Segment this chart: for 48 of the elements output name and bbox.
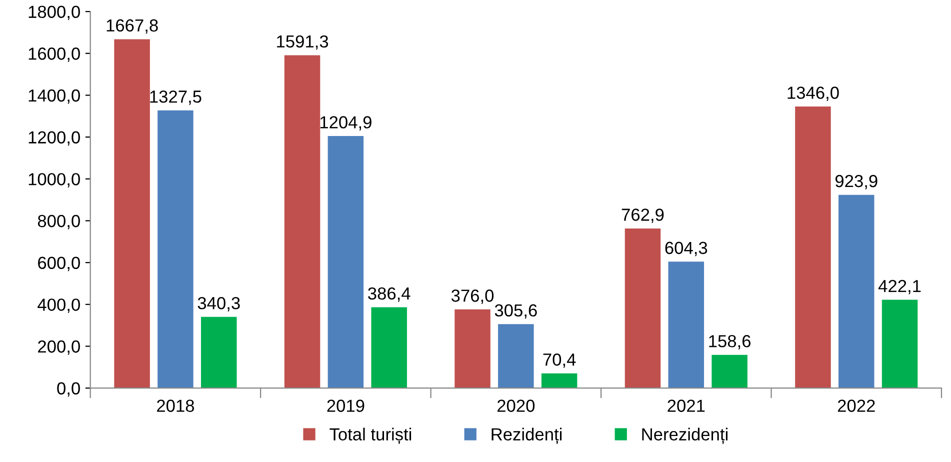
bar bbox=[541, 373, 578, 388]
bar bbox=[712, 354, 748, 388]
data-label: 386,4 bbox=[368, 287, 410, 302]
legend-label: Rezidenți bbox=[492, 428, 562, 444]
bar bbox=[498, 324, 534, 388]
y-tick-label: 0,0 bbox=[57, 382, 80, 397]
x-tick-label: 2022 bbox=[838, 400, 875, 412]
legend-label: Nerezidenți bbox=[642, 428, 728, 444]
y-tick-label: 1400,0 bbox=[28, 89, 80, 104]
data-label: 762,9 bbox=[622, 208, 664, 223]
x-tick-label: 2018 bbox=[157, 400, 194, 412]
data-label: 1346,0 bbox=[788, 86, 839, 101]
data-label: 422,1 bbox=[878, 280, 921, 294]
bar bbox=[158, 110, 194, 388]
y-tick-label: 200,0 bbox=[38, 340, 80, 355]
bar bbox=[668, 262, 704, 388]
data-label: 158,6 bbox=[709, 335, 751, 350]
data-label: 376,0 bbox=[451, 290, 494, 304]
y-tick-label: 1200,0 bbox=[28, 131, 80, 146]
bar bbox=[114, 39, 150, 388]
bar bbox=[328, 136, 364, 388]
y-tick-label: 600,0 bbox=[38, 256, 80, 272]
data-label: 340,3 bbox=[198, 297, 240, 312]
data-label: 1591,3 bbox=[277, 35, 328, 50]
bar bbox=[795, 106, 831, 388]
x-tick-label: 2020 bbox=[497, 400, 535, 412]
bar bbox=[200, 316, 237, 388]
bar bbox=[454, 309, 490, 388]
data-label: 305,6 bbox=[494, 304, 537, 319]
y-tick-label: 1000,0 bbox=[28, 173, 80, 188]
data-label: 1327,5 bbox=[150, 90, 202, 105]
y-tick-label: 1600,0 bbox=[28, 48, 80, 62]
y-tick-label: 1800,0 bbox=[28, 6, 80, 20]
data-label: 1204,9 bbox=[320, 116, 372, 130]
legend-label: Total turiști bbox=[330, 428, 412, 444]
y-tick-label: 400,0 bbox=[38, 298, 80, 313]
bar bbox=[624, 228, 661, 388]
data-label: 604,3 bbox=[665, 242, 708, 256]
data-label: 1667,8 bbox=[106, 19, 158, 34]
bar bbox=[371, 307, 407, 388]
data-label: 923,9 bbox=[835, 174, 878, 190]
bar bbox=[838, 194, 874, 388]
data-label: 70,4 bbox=[543, 353, 576, 368]
y-tick-label: 800,0 bbox=[38, 214, 80, 230]
x-tick-label: 2019 bbox=[327, 400, 364, 412]
bar bbox=[284, 55, 320, 388]
bar bbox=[882, 300, 918, 388]
x-tick-label: 2021 bbox=[668, 400, 705, 412]
